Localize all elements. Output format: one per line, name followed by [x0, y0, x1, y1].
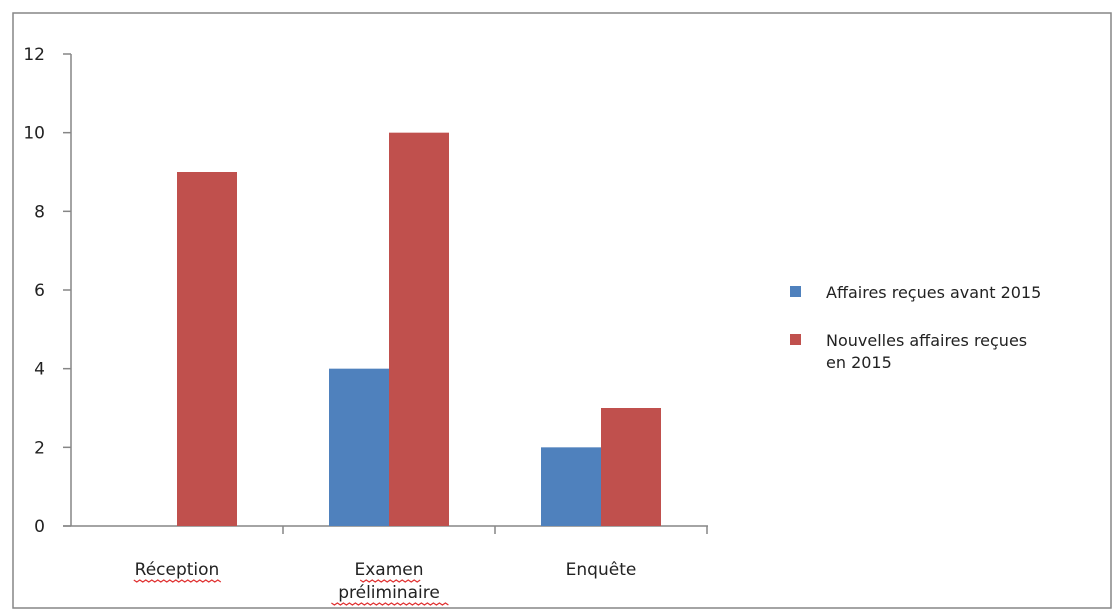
y-tick-label: 10: [23, 124, 45, 144]
legend: Affaires reçues avant 2015 Nouvelles affa…: [790, 283, 1041, 372]
x-category-label: Enquête: [566, 560, 637, 580]
legend-label: Affaires reçues avant 2015: [826, 283, 1041, 302]
y-tick-label: 0: [34, 517, 45, 537]
legend-swatch-nouvelles-2015: [790, 334, 801, 345]
bar-avant-2015: [329, 368, 389, 526]
y-tick-label: 8: [34, 202, 45, 222]
bar-nouvelles-2015: [601, 408, 661, 526]
y-tick-label: 12: [23, 45, 45, 65]
y-tick-label: 2: [34, 438, 45, 458]
bar-nouvelles-2015: [177, 172, 237, 526]
x-category-label: préliminaire: [338, 583, 440, 603]
legend-swatch-avant-2015: [790, 286, 801, 297]
spellcheck-underline: [133, 579, 222, 583]
y-tick-label: 4: [34, 360, 45, 380]
legend-label: Nouvelles affaires reçues: [826, 331, 1027, 350]
y-tick-label: 6: [34, 281, 45, 301]
bar-avant-2015: [541, 447, 601, 526]
x-category-label: Examen: [354, 560, 423, 580]
legend-label: en 2015: [826, 353, 892, 372]
plot-area: 0 2 4 6 8 10 12 Réception Examen préliminaire Enqu…: [23, 45, 708, 606]
bar-nouvelles-2015: [389, 132, 449, 526]
spellcheck-underline: [331, 602, 449, 606]
spellcheck-underline: [359, 579, 421, 583]
x-category-label: Réception: [135, 560, 220, 580]
